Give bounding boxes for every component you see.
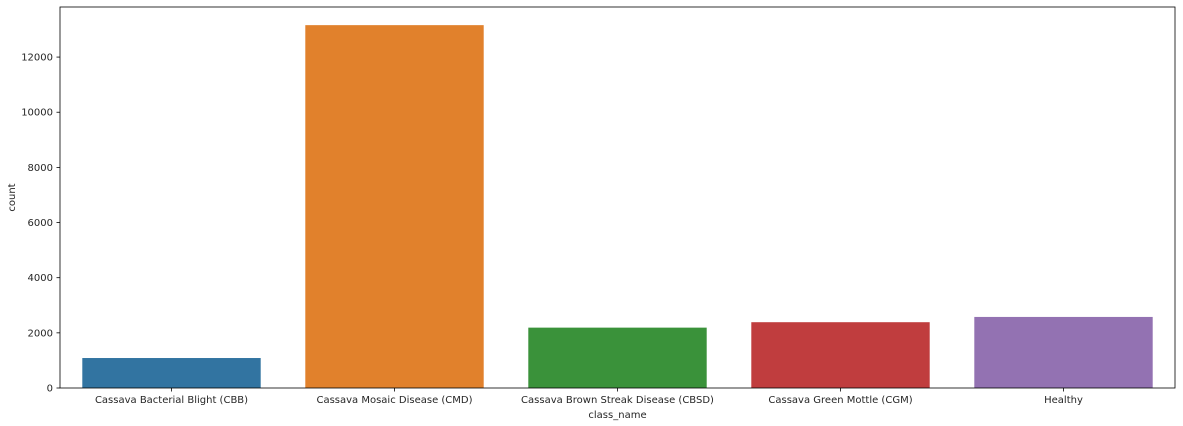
y-axis-title: count [7,183,18,211]
bar-0 [82,358,261,388]
x-tick-label: Cassava Bacterial Blight (CBB) [95,395,248,406]
y-tick-label: 4000 [28,273,53,284]
x-tick-label: Cassava Mosaic Disease (CMD) [316,395,472,406]
y-axis: 0 2000 4000 6000 8000 10000 12000 [21,53,60,395]
y-tick-label: 0 [47,384,53,395]
bar-2 [528,327,707,388]
x-tick-label: Cassava Brown Streak Disease (CBSD) [521,395,714,406]
bar-4 [974,316,1153,388]
bars-group [82,25,1153,389]
y-tick-label: 6000 [28,218,53,229]
x-tick-label: Cassava Green Mottle (CGM) [768,395,912,406]
x-tick-label: Healthy [1044,395,1083,406]
bar-3 [751,322,930,388]
y-tick-label: 12000 [21,53,53,64]
y-tick-label: 10000 [21,108,53,119]
y-tick-label: 2000 [28,328,53,339]
plot-frame [59,6,1176,389]
y-tick-label: 8000 [28,163,53,174]
x-axis-title: class_name [588,410,646,421]
bar-1 [305,25,484,389]
x-axis: Cassava Bacterial Blight (CBB) Cassava Mo… [95,388,1083,406]
